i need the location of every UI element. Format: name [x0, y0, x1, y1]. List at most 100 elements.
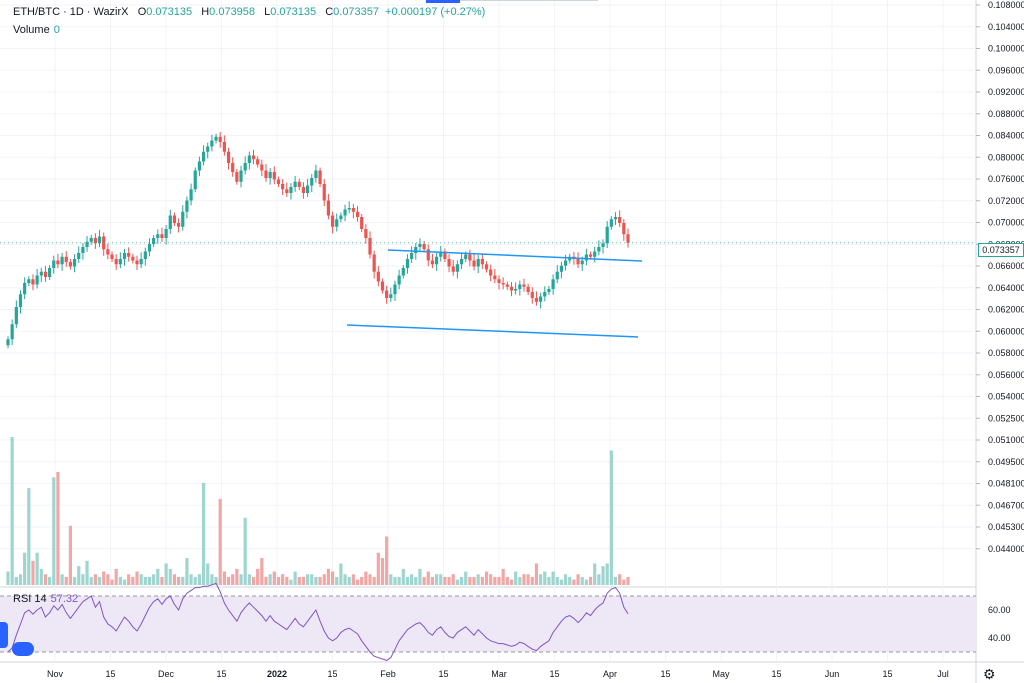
candle-body	[405, 259, 410, 268]
candle-body	[393, 284, 397, 295]
candle-body	[468, 254, 472, 261]
candle-body	[6, 339, 10, 346]
candle-body	[447, 259, 451, 267]
rsi-band	[0, 596, 976, 652]
rsi-legend[interactable]: RSI 14 57.32	[13, 593, 78, 605]
candle-body	[355, 211, 360, 217]
candle-body	[160, 234, 164, 238]
volume-bar	[201, 482, 206, 585]
price-tick-label: 0.062000	[988, 305, 1024, 315]
candle-body	[222, 142, 226, 152]
volume-bar	[226, 576, 231, 585]
volume-bar	[580, 576, 584, 585]
candle-body	[114, 259, 118, 265]
volume-bar	[35, 552, 39, 585]
time-tick-label: 15	[549, 669, 559, 679]
candle-body	[459, 259, 464, 265]
volume-bar	[256, 568, 260, 585]
candle-body	[584, 254, 588, 261]
price-tick-label: 0.084000	[988, 131, 1024, 141]
volume-bar	[27, 488, 31, 585]
volume-bar	[609, 450, 613, 585]
legend-high-value: 0.073958	[209, 6, 256, 18]
candle-body	[172, 215, 177, 223]
channel-trendlines[interactable]	[346, 249, 643, 338]
legend-close-value: 0.073357	[333, 6, 380, 18]
volume-bar	[418, 568, 422, 585]
candle-body	[397, 275, 401, 285]
candle-body	[505, 284, 509, 287]
volume-value: 0	[53, 24, 60, 36]
time-tick-label: 15	[660, 669, 670, 679]
candle-body	[351, 208, 355, 212]
candle-body	[164, 229, 168, 238]
volume-bar	[314, 576, 318, 585]
candle-body	[35, 275, 39, 285]
candle-body	[48, 268, 52, 277]
candle-body	[106, 249, 110, 255]
candle-body	[147, 244, 152, 252]
candle-body	[281, 184, 285, 190]
price-axis[interactable]: 0.108000 0.104000 0.100000 0.096000 0.092000…	[976, 0, 1024, 643]
gear-icon[interactable]: ⚙	[983, 666, 996, 682]
volume-bar	[239, 574, 243, 585]
candle-body	[318, 170, 322, 184]
candle-body	[276, 179, 281, 184]
legend-low-label: L	[264, 6, 271, 18]
volume-bar	[555, 576, 559, 585]
candle-body	[360, 217, 364, 229]
candle-body	[443, 251, 447, 259]
volume-bar	[10, 437, 14, 585]
volume-bar	[434, 574, 439, 585]
volume-bar	[285, 576, 289, 585]
volume-bar	[509, 579, 514, 585]
candle-body	[547, 289, 551, 292]
candle-body	[18, 294, 23, 307]
volume-bar	[522, 574, 526, 585]
volume-bar	[380, 558, 385, 585]
volume-bar	[455, 579, 459, 585]
volume-bar	[218, 498, 222, 585]
volume-bar	[89, 576, 93, 585]
price-tick-label: 0.072000	[988, 196, 1024, 206]
candle-body	[464, 254, 468, 259]
volume-bar	[360, 576, 364, 585]
volume-bar	[102, 571, 106, 585]
volume-bar	[139, 574, 143, 585]
time-axis[interactable]: Nov 15 Dec 15 2022 15 Feb 15 Mar 15 Apr 15 May 15 Jun 1…	[47, 669, 949, 679]
candle-body	[264, 170, 268, 178]
candle-body	[122, 253, 127, 259]
volume-bar	[297, 576, 301, 585]
volume-bar	[43, 574, 48, 585]
volume-bar	[289, 579, 293, 585]
volume-bar	[147, 576, 152, 585]
candle-body	[23, 283, 27, 295]
price-tick-label: 0.049500	[988, 457, 1024, 467]
candle-body	[60, 256, 64, 265]
volume-bar	[23, 552, 27, 585]
time-tick-label: May	[712, 669, 730, 679]
volume-bar	[318, 576, 322, 585]
volume-legend[interactable]: Volume 0	[13, 24, 60, 36]
volume-bar	[156, 568, 160, 585]
volume-bar	[426, 571, 430, 585]
cloud-icon[interactable]	[12, 642, 34, 656]
candle-body	[364, 229, 368, 238]
symbol-legend[interactable]: ETH/BTC · 1D · WazirX O0.073135 H0.073958 L0…	[13, 6, 486, 18]
volume-bar	[534, 563, 539, 585]
volume-bar	[355, 579, 360, 585]
left-panel-toggle[interactable]	[0, 622, 8, 648]
volume-bar	[343, 574, 347, 585]
volume-bar	[339, 563, 343, 585]
volume-bar	[588, 576, 593, 585]
volume-bar	[251, 576, 256, 585]
candle-body	[102, 236, 106, 250]
candle-body	[559, 265, 564, 272]
volume-bar	[539, 574, 543, 585]
volume-bar	[563, 574, 568, 585]
volume-bar	[422, 576, 426, 585]
volume-bar	[551, 571, 555, 585]
volume-bar	[243, 517, 247, 585]
price-tick-label: 0.076000	[988, 174, 1024, 184]
